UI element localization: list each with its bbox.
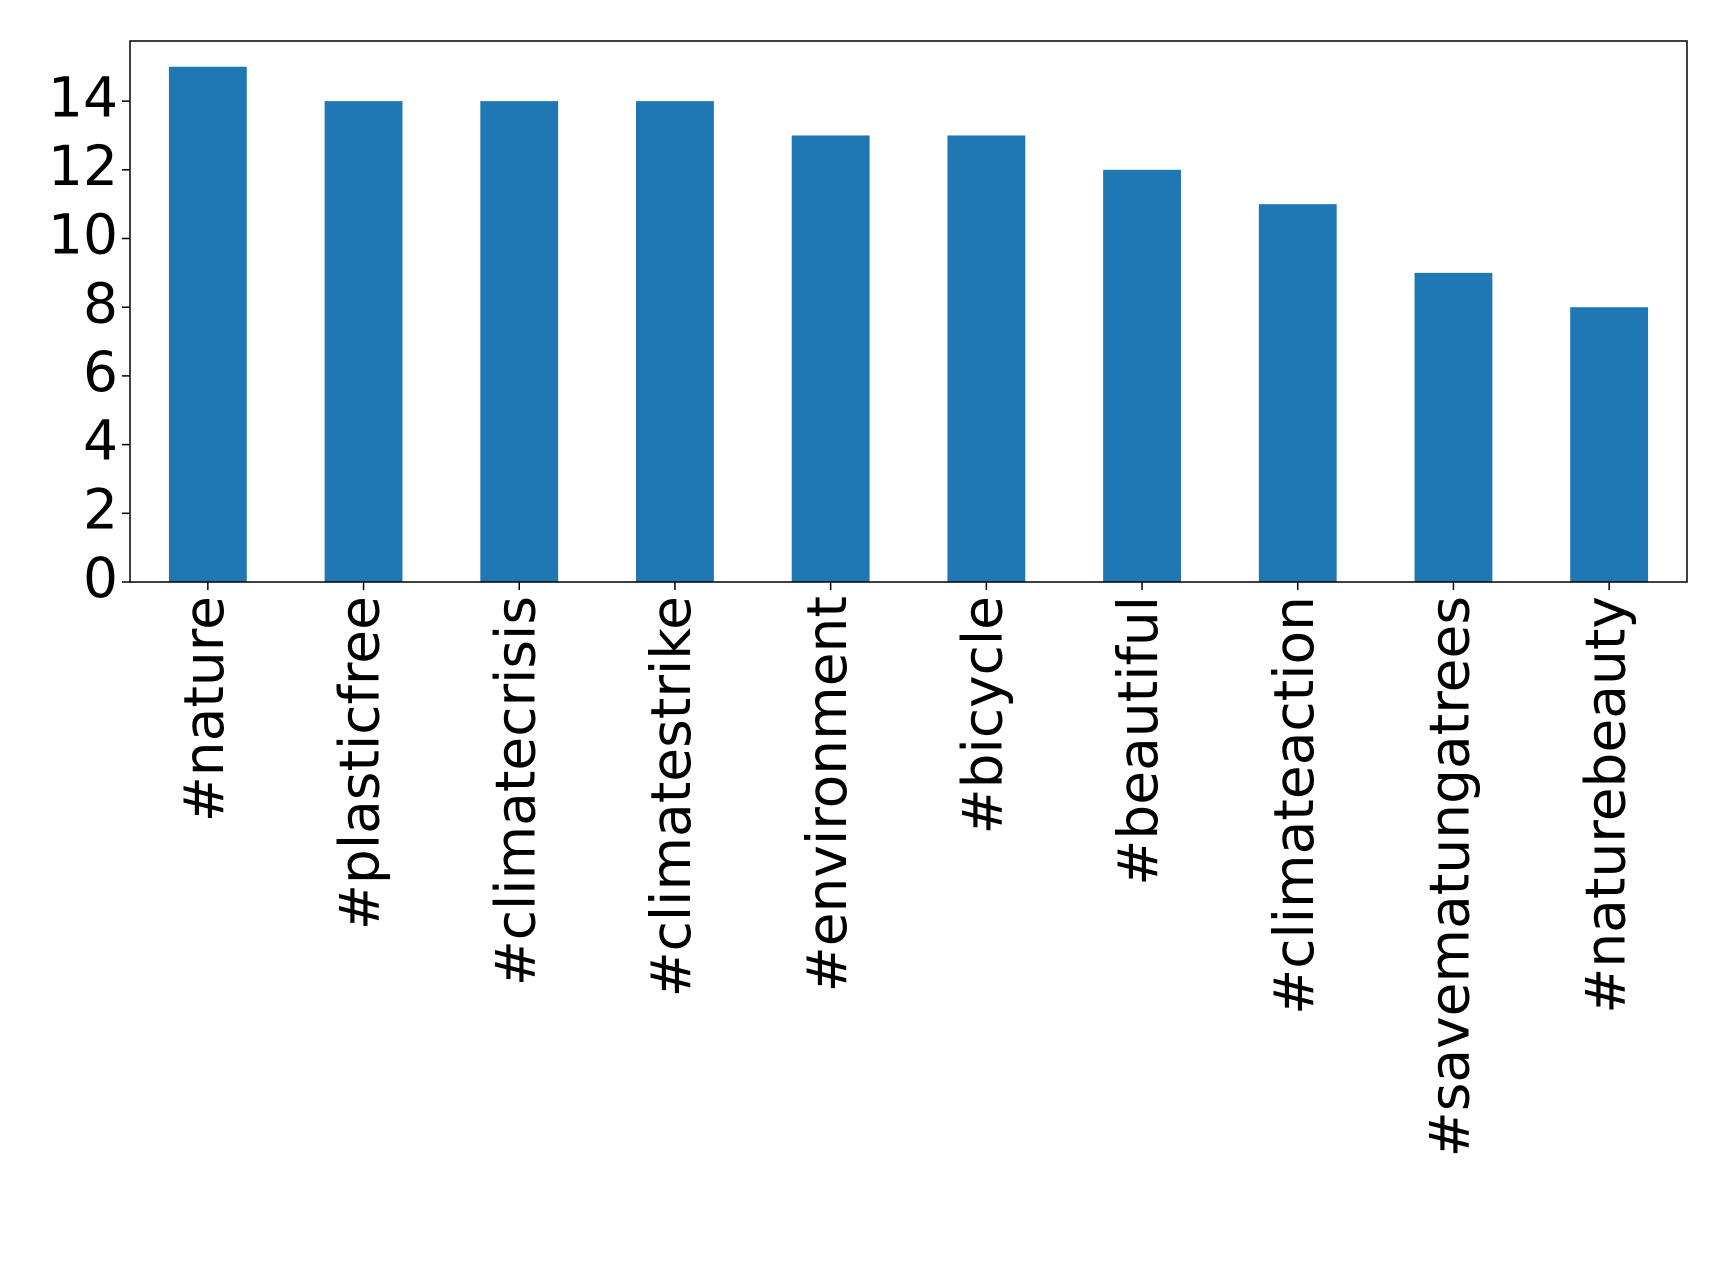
- bar: [947, 135, 1026, 582]
- bar: [324, 101, 403, 582]
- x-tick-label: #nature: [172, 596, 236, 822]
- bar: [1103, 169, 1181, 583]
- y-tick-label: 0: [83, 546, 118, 610]
- y-tick-label: 6: [83, 340, 118, 404]
- y-tick-label: 2: [83, 477, 118, 541]
- y-tick-label: 12: [48, 134, 118, 198]
- x-tick-label: #savematungatrees: [1418, 596, 1482, 1157]
- x-tick-label: #climateaction: [1262, 596, 1326, 1015]
- bar: [1414, 272, 1493, 582]
- bar: [791, 135, 870, 582]
- x-tick-label: #climatestrike: [639, 596, 703, 997]
- x-tick-label: #bicycle: [950, 596, 1014, 834]
- x-tick-label: #beautiful: [1106, 596, 1170, 886]
- x-tick-label: #naturebeauty: [1573, 596, 1637, 1014]
- y-tick-label: 4: [83, 409, 118, 473]
- bar: [168, 66, 247, 582]
- x-tick-label: #climatecrisis: [483, 596, 547, 986]
- bar: [636, 101, 714, 582]
- y-tick-label: 10: [48, 203, 118, 267]
- y-tick-label: 14: [48, 65, 118, 129]
- bar: [1570, 307, 1649, 582]
- axes-frame: [129, 40, 1688, 583]
- bar: [480, 101, 559, 582]
- bar: [1258, 204, 1337, 582]
- x-tick-label: #environment: [795, 596, 859, 992]
- x-tick-label: #plasticfree: [328, 596, 392, 930]
- y-tick-label: 8: [83, 271, 118, 335]
